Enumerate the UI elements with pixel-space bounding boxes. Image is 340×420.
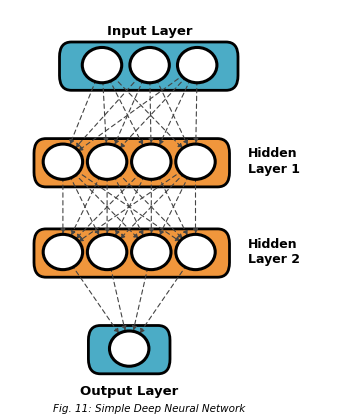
Ellipse shape [87,234,127,270]
FancyBboxPatch shape [34,139,230,187]
Text: Hidden
Layer 1: Hidden Layer 1 [248,147,300,176]
FancyBboxPatch shape [88,326,170,374]
Ellipse shape [43,144,83,179]
Ellipse shape [87,144,127,179]
Ellipse shape [176,234,215,270]
Ellipse shape [130,47,169,83]
Ellipse shape [43,234,83,270]
Ellipse shape [109,331,149,366]
Ellipse shape [82,47,122,83]
Ellipse shape [132,144,171,179]
Text: Hidden
Layer 2: Hidden Layer 2 [248,237,300,267]
Ellipse shape [177,47,217,83]
FancyBboxPatch shape [34,229,230,277]
Text: Input Layer: Input Layer [107,25,192,38]
Text: Fig. 11: Simple Deep Neural Network: Fig. 11: Simple Deep Neural Network [53,404,246,414]
FancyBboxPatch shape [59,42,238,90]
Text: Output Layer: Output Layer [80,385,178,398]
Ellipse shape [176,144,215,179]
Ellipse shape [132,234,171,270]
